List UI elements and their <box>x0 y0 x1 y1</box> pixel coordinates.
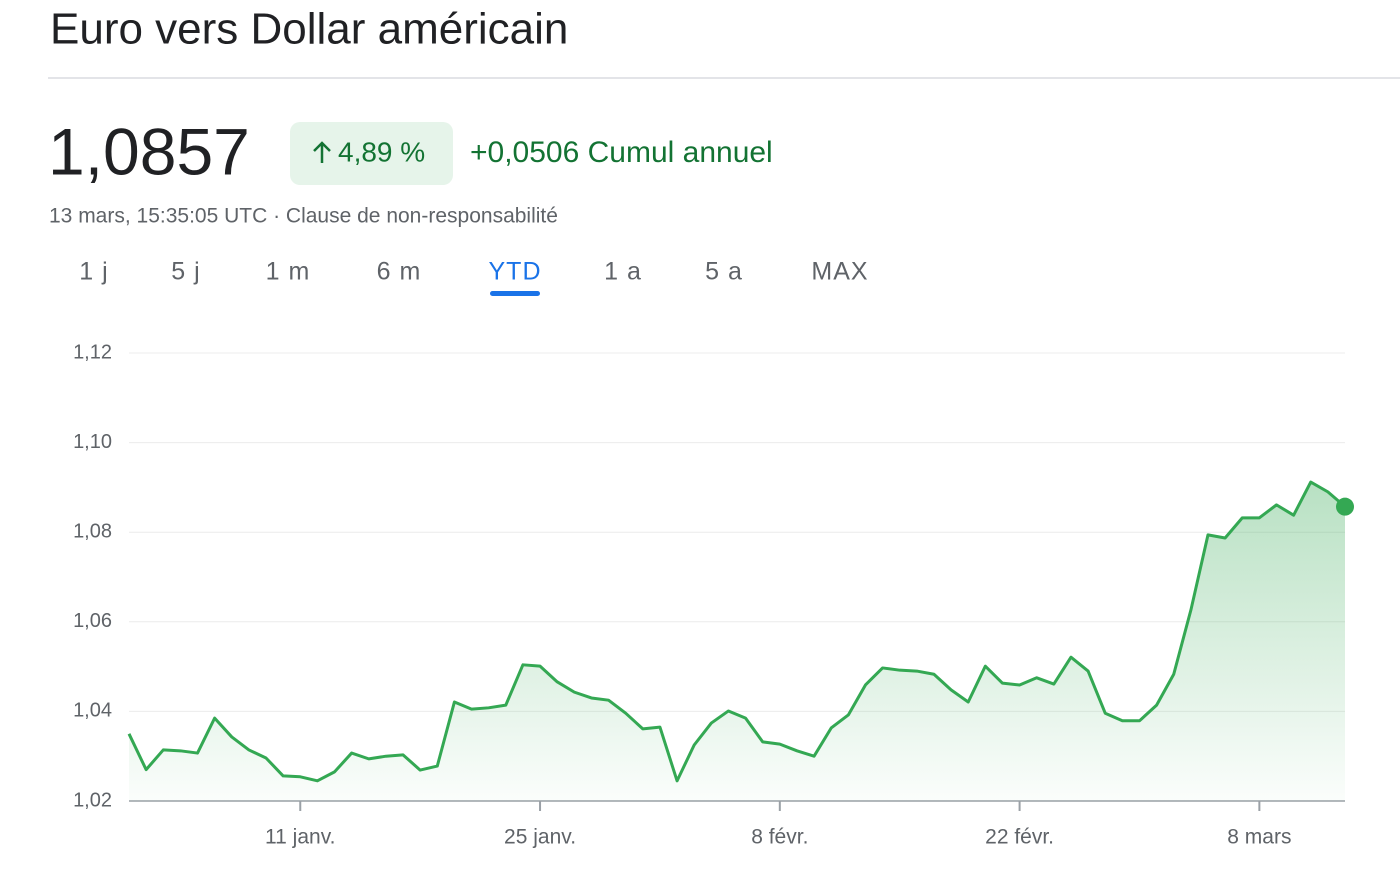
last-point <box>1336 497 1354 516</box>
x-tick-label: 22 févr. <box>985 826 1054 849</box>
change-value: +0,0506 Cumul annuel <box>470 136 773 169</box>
range-tab[interactable]: 6 m <box>377 258 422 286</box>
range-tab[interactable]: 1 m <box>266 258 311 286</box>
y-tick-label: 1,02 <box>73 789 112 811</box>
area <box>129 482 1345 801</box>
tab-underline <box>490 291 540 296</box>
line <box>127 480 1346 783</box>
range-tab[interactable]: MAX <box>811 258 868 286</box>
range-tab[interactable]: 5 j <box>171 258 200 286</box>
timestamp: 13 mars, 15:35:05 UTC · Clause de non-re… <box>49 205 558 228</box>
title: Euro vers Dollar américain <box>50 5 568 54</box>
y-tick-label: 1,08 <box>73 520 112 542</box>
x-tick-label: 25 janv. <box>504 826 576 849</box>
x-tick-label: 8 févr. <box>751 826 808 849</box>
change-badge <box>290 122 453 185</box>
x-tick-label: 11 janv. <box>265 826 335 849</box>
change-percent: 4,89 % <box>338 136 425 167</box>
plot: 1,02 1,04 1,06 1,08 1,10 1,12 11 janv. 25 janv.… <box>73 341 1354 849</box>
up-arrow <box>313 141 331 163</box>
y-tick-label: 1,04 <box>73 700 112 722</box>
range-tab[interactable]: 5 a <box>705 258 743 286</box>
price: 1,0857 <box>48 114 250 188</box>
range-tab[interactable]: 1 a <box>604 258 642 286</box>
y-tick-label: 1,10 <box>73 431 112 453</box>
range-tabs: 1 j 5 j 1 m 6 m YTD 1 a 5 a MAX <box>79 258 868 296</box>
range-tab[interactable]: YTD <box>489 258 542 286</box>
y-tick-label: 1,06 <box>73 610 112 632</box>
range-tab[interactable]: 1 j <box>79 258 108 286</box>
y-tick-label: 1,12 <box>73 341 112 363</box>
x-tick-label: 8 mars <box>1227 826 1291 849</box>
